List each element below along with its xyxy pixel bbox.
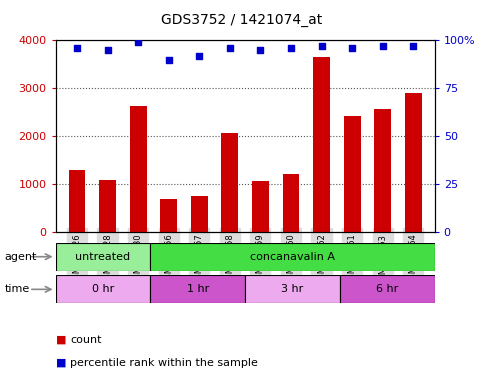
Bar [252,182,269,232]
Text: 3 hr: 3 hr [282,284,304,295]
Bar [160,199,177,232]
Text: untreated: untreated [75,252,130,262]
Point [410,43,417,49]
Bar [130,106,146,232]
Bar [405,93,422,232]
Bar [56,243,150,271]
Point [73,45,81,51]
Point [256,47,264,53]
Text: 1 hr: 1 hr [186,284,209,295]
Text: agent: agent [5,252,37,262]
Bar [340,275,435,303]
Point [226,45,234,51]
Bar [150,275,245,303]
Text: ■: ■ [56,335,66,345]
Point [318,43,326,49]
Bar [150,243,435,271]
Text: 6 hr: 6 hr [376,284,398,295]
Bar [99,180,116,232]
Bar [283,174,299,232]
Point [165,56,172,63]
Point [287,45,295,51]
Text: concanavalin A: concanavalin A [250,252,335,262]
Point [134,39,142,45]
Point [196,53,203,59]
Text: ■: ■ [56,358,66,368]
Bar [344,116,360,232]
Bar [245,275,340,303]
Bar [374,109,391,232]
Text: time: time [5,284,30,295]
Text: count: count [70,335,101,345]
Point [379,43,386,49]
Bar [221,134,238,232]
Text: 0 hr: 0 hr [92,284,114,295]
Text: percentile rank within the sample: percentile rank within the sample [70,358,258,368]
Point [104,47,112,53]
Bar [69,170,85,232]
Point [348,45,356,51]
Text: GDS3752 / 1421074_at: GDS3752 / 1421074_at [161,13,322,27]
Bar [56,275,150,303]
Bar [313,57,330,232]
Bar [191,196,208,232]
